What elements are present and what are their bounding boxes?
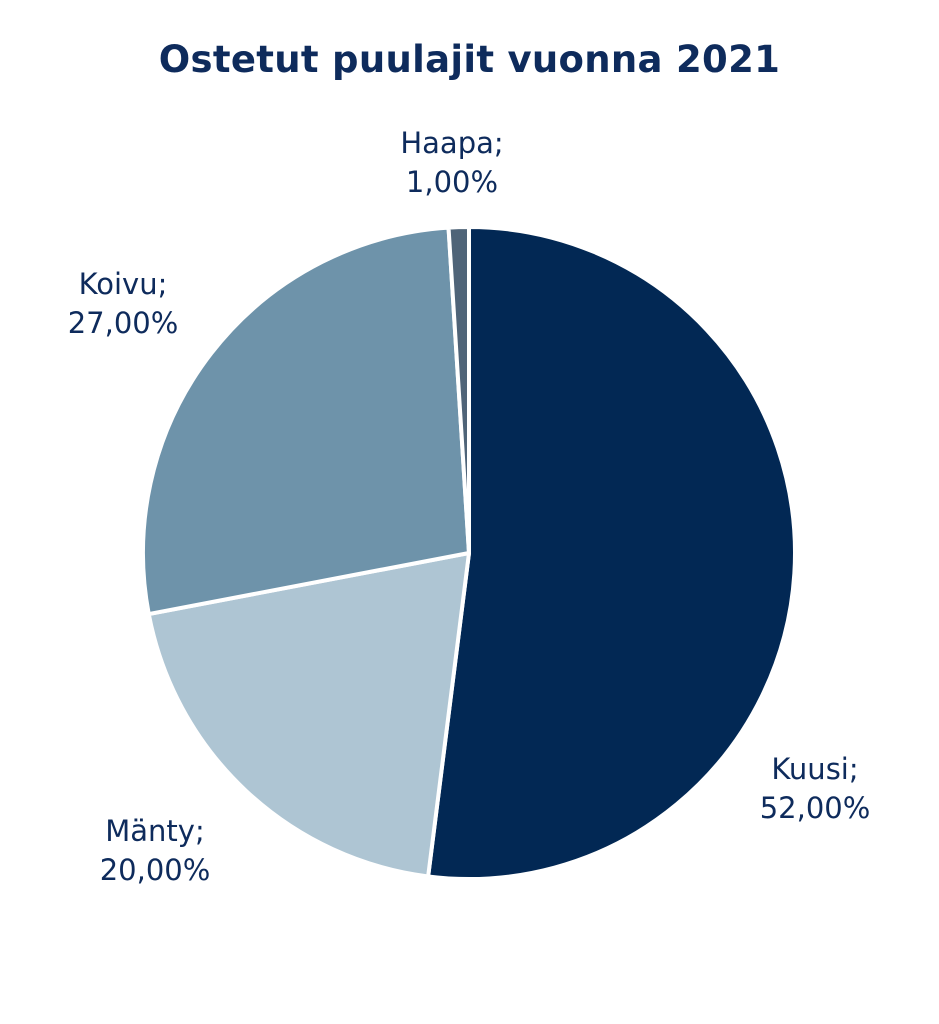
pie-slice-haapa <box>446 224 471 555</box>
slice-label-value-koivu: 27,00% <box>68 306 179 340</box>
slice-label-value-haapa: 1,00% <box>406 165 498 199</box>
pie-labels: Kuusi; 52,00% Mänty; 20,00% Koivu; 27,00% Haap… <box>68 126 871 887</box>
slice-label-value-kuusi: 52,00% <box>760 791 871 825</box>
slice-label-name-mänty: Mänty; <box>105 814 204 848</box>
pie-slice-kuusi <box>426 225 797 881</box>
chart-title: Ostetut puulajit vuonna 2021 <box>158 38 781 81</box>
slice-label-name-koivu: Koivu; <box>79 267 168 301</box>
slice-label-value-mänty: 20,00% <box>100 853 211 887</box>
pie-slices <box>140 224 797 881</box>
pie-slice-mänty <box>146 551 471 879</box>
slice-label-name-kuusi: Kuusi; <box>771 752 858 786</box>
pie-slice-koivu <box>140 225 471 617</box>
slice-label-name-haapa: Haapa; <box>400 126 503 160</box>
